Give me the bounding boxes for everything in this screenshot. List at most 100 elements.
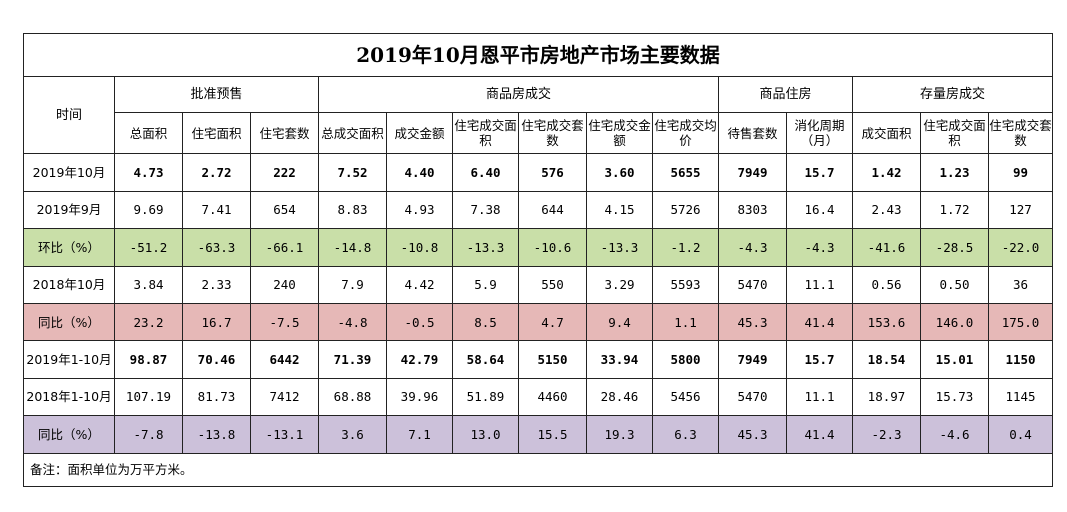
table-cell: -13.3	[452, 228, 519, 267]
row-label: 2018年10月	[23, 265, 115, 304]
table-cell: 7.41	[182, 190, 251, 230]
table-cell: 576	[518, 153, 587, 192]
table-cell: 15.73	[920, 377, 989, 417]
column-header: 住宅成交套数	[987, 111, 1054, 155]
row-label: 2019年10月	[23, 153, 115, 192]
table-cell: 19.3	[586, 415, 653, 454]
table-cell: 1.42	[852, 153, 921, 192]
table-cell: -22.0	[987, 228, 1054, 267]
table-cell: 99	[987, 153, 1054, 192]
table-cell: 1.1	[652, 302, 719, 342]
table-cell: 5.9	[452, 265, 519, 304]
table-cell: -28.5	[920, 228, 989, 267]
table-cell: 71.39	[318, 340, 387, 379]
table-cell: -1.2	[652, 228, 719, 267]
table-cell: 45.3	[718, 415, 787, 454]
table-cell: 644	[518, 190, 587, 230]
table-cell: -10.8	[386, 228, 453, 267]
time-header: 时间	[23, 76, 115, 155]
table-cell: 51.89	[452, 377, 519, 417]
table-cell: 70.46	[182, 340, 251, 379]
table-cell: 8.83	[318, 190, 387, 230]
table-cell: 81.73	[182, 377, 251, 417]
table-cell: -51.2	[114, 228, 183, 267]
table-cell: -41.6	[852, 228, 921, 267]
table-row: 2019年1-10月 98.87 70.46 6442 71.39 42.79 58.64 5…	[23, 340, 1054, 379]
table-cell: 98.87	[114, 340, 183, 379]
table-cell: 6.3	[652, 415, 719, 454]
table-cell: 2.33	[182, 265, 251, 304]
table-cell: 15.7	[786, 153, 853, 192]
table-row: 环比（%） -51.2 -63.3 -66.1 -14.8 -10.8 -13.3 -10.6…	[23, 228, 1054, 267]
table-cell: 3.84	[114, 265, 183, 304]
table-cell: 68.88	[318, 377, 387, 417]
table-cell: 33.94	[586, 340, 653, 379]
footnote: 备注：面积单位为万平方米。	[22, 452, 1054, 488]
column-header: 住宅成交金额	[586, 111, 653, 155]
table-cell: 5655	[652, 153, 719, 192]
column-header: 住宅套数	[250, 111, 319, 155]
table-cell: 15.01	[920, 340, 989, 379]
table-cell: -13.3	[586, 228, 653, 267]
table-cell: 58.64	[452, 340, 519, 379]
table-cell: 15.7	[786, 340, 853, 379]
table-cell: 41.4	[786, 415, 853, 454]
table-cell: 7949	[718, 340, 787, 379]
table-cell: 222	[250, 153, 319, 192]
table-cell: 654	[250, 190, 319, 230]
table-cell: 6442	[250, 340, 319, 379]
column-header: 住宅面积	[182, 111, 251, 155]
table-cell: 5456	[652, 377, 719, 417]
table-cell: 18.97	[852, 377, 921, 417]
table-cell: 7.38	[452, 190, 519, 230]
table-cell: 28.46	[586, 377, 653, 417]
table-cell: 4.7	[518, 302, 587, 342]
column-header: 住宅成交面积	[920, 111, 989, 155]
table-cell: 127	[987, 190, 1054, 230]
table-cell: 3.6	[318, 415, 387, 454]
table-cell: -7.8	[114, 415, 183, 454]
table-cell: 4.42	[386, 265, 453, 304]
page-title: 2019年10月恩平市房地产市场主要数据	[22, 32, 1054, 78]
table-cell: 11.1	[786, 265, 853, 304]
group-header-presale: 批准预售	[114, 76, 319, 113]
row-label: 同比（%）	[23, 302, 115, 342]
column-header: 住宅成交面积	[452, 111, 519, 155]
table-cell: 1.72	[920, 190, 989, 230]
table-cell: 41.4	[786, 302, 853, 342]
table-cell: 8303	[718, 190, 787, 230]
table-cell: 0.56	[852, 265, 921, 304]
table-cell: 7.9	[318, 265, 387, 304]
table-cell: 9.4	[586, 302, 653, 342]
table-cell: -10.6	[518, 228, 587, 267]
table-row: 同比（%） -7.8 -13.8 -13.1 3.6 7.1 13.0 15.5 19.3 6.3…	[23, 415, 1054, 454]
table-row: 2018年1-10月 107.19 81.73 7412 68.88 39.96 51.89…	[23, 377, 1054, 417]
table-cell: 5470	[718, 377, 787, 417]
table-cell: 1150	[987, 340, 1054, 379]
table-cell: 7412	[250, 377, 319, 417]
table-cell: -4.3	[718, 228, 787, 267]
group-header-commercial-sales: 商品房成交	[318, 76, 719, 113]
column-header: 住宅成交均价	[652, 111, 719, 155]
table-cell: 153.6	[852, 302, 921, 342]
table-cell: 2.43	[852, 190, 921, 230]
row-label: 同比（%）	[23, 415, 115, 454]
table-cell: -2.3	[852, 415, 921, 454]
table-cell: 16.4	[786, 190, 853, 230]
subheader-row: 总面积 住宅面积 住宅套数 总成交面积 成交金额 住宅成交面积 住宅成交套数 住宅成交金额 住宅…	[24, 111, 1054, 155]
table-cell: 15.5	[518, 415, 587, 454]
table-cell: 36	[987, 265, 1054, 304]
group-header-existing-sales: 存量房成交	[851, 76, 1054, 113]
table-cell: 240	[250, 265, 319, 304]
table-cell: -14.8	[318, 228, 387, 267]
row-label: 2019年1-10月	[23, 340, 115, 379]
table-cell: 9.69	[114, 190, 183, 230]
column-header: 住宅成交套数	[518, 111, 587, 155]
column-header: 成交金额	[386, 111, 453, 155]
group-header-commercial-housing: 商品住房	[718, 76, 853, 113]
table-cell: 146.0	[920, 302, 989, 342]
column-header: 总面积	[114, 111, 183, 155]
table-cell: 4.15	[586, 190, 653, 230]
table-cell: 23.2	[114, 302, 183, 342]
table-cell: 6.40	[452, 153, 519, 192]
